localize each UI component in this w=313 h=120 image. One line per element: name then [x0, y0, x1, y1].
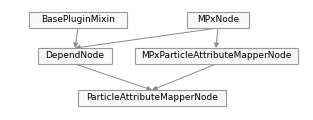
Bar [187, 12, 249, 28]
Text: ParticleAttributeMapperNode: ParticleAttributeMapperNode [86, 93, 218, 102]
Bar [78, 90, 226, 106]
Bar [135, 48, 297, 64]
Text: BasePluginMixin: BasePluginMixin [41, 15, 115, 24]
Bar [38, 48, 112, 64]
Text: MPxNode: MPxNode [197, 15, 239, 24]
Bar [29, 12, 127, 28]
Text: DependNode: DependNode [45, 51, 105, 60]
Text: MPxParticleAttributeMapperNode: MPxParticleAttributeMapperNode [141, 51, 291, 60]
